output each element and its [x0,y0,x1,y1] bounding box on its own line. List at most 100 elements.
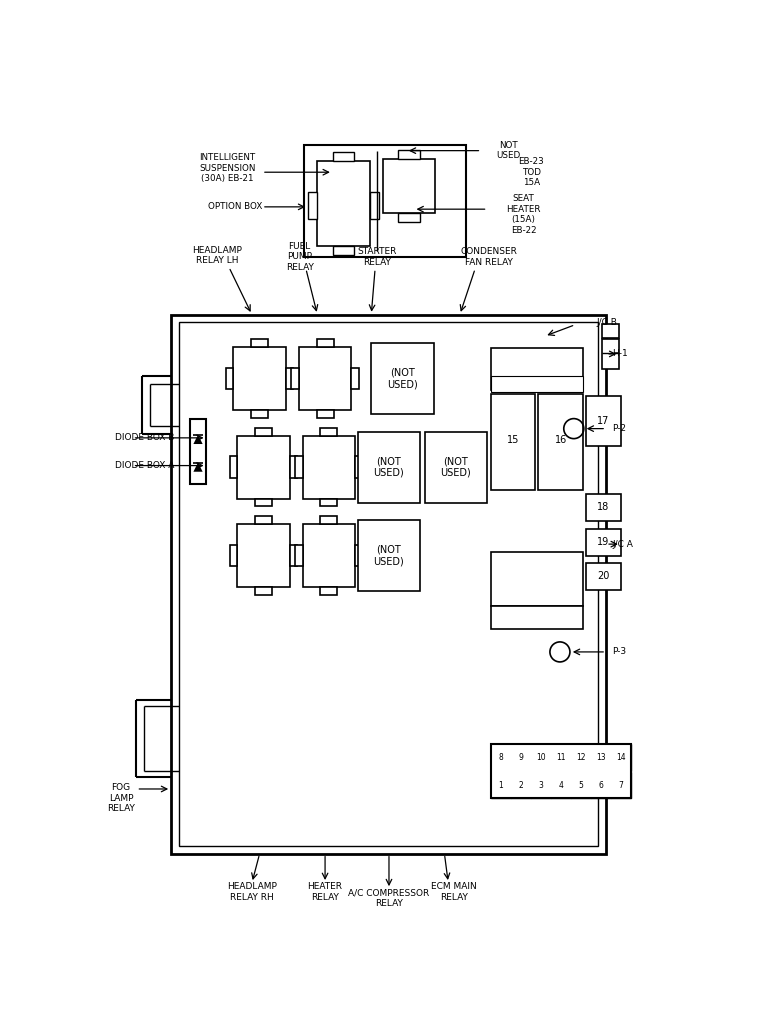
Text: (NOT
USED): (NOT USED) [373,456,405,477]
Bar [320,499,337,506]
Bar [320,587,337,595]
Bar [255,499,272,506]
Text: (NOT
USED): (NOT USED) [441,456,472,477]
Bar [425,432,487,503]
Bar [230,456,237,477]
Bar [237,524,290,587]
Bar [511,744,531,771]
Text: FUEL
PUMP
RELAY: FUEL PUMP RELAY [286,242,313,272]
Bar [333,152,354,162]
Bar [237,436,290,499]
Bar [230,545,237,566]
Bar [291,367,299,389]
Bar [491,377,583,392]
Text: EB-23
TOD
15A: EB-23 TOD 15A [518,158,545,187]
Bar [358,432,420,503]
Bar [308,192,317,219]
Text: HEATER
RELAY: HEATER RELAY [307,883,343,902]
Bar [538,394,583,491]
Text: 16: 16 [554,435,567,445]
Bar [290,456,297,477]
Text: 18: 18 [597,502,609,512]
Bar [303,436,355,499]
Bar [591,744,611,771]
Text: 2: 2 [518,781,523,790]
Bar [611,772,631,798]
Bar [611,744,631,771]
Bar [491,744,631,798]
Bar [355,456,362,477]
Bar [316,339,333,347]
Bar [551,744,571,771]
Bar [351,367,359,389]
Text: NOT
USED: NOT USED [496,140,521,161]
Bar [251,339,268,347]
Bar [586,563,621,590]
Bar [551,772,571,798]
Bar [286,367,293,389]
Text: 5: 5 [578,781,583,790]
Text: 10: 10 [536,753,545,761]
Bar [591,772,611,798]
Bar [316,410,333,417]
Bar [251,410,268,417]
Bar [358,520,420,591]
Text: 8: 8 [498,753,503,761]
Bar [190,419,207,485]
Text: ECM MAIN
RELAY: ECM MAIN RELAY [431,883,476,902]
Bar [255,516,272,524]
Bar [399,213,420,222]
Text: 20: 20 [597,571,609,581]
Bar [491,394,535,491]
Text: H-1: H-1 [612,349,628,358]
Bar [255,428,272,436]
Text: HEADLAMP
RELAY RH: HEADLAMP RELAY RH [227,883,276,902]
Bar [303,524,355,587]
Text: J/C B: J/C B [597,318,617,327]
Bar [491,744,511,771]
Bar [320,428,337,436]
Text: 4: 4 [558,781,563,790]
Bar [171,315,606,854]
Bar [179,323,598,846]
Bar [571,744,591,771]
Text: 3: 3 [538,781,543,790]
Polygon shape [194,462,203,471]
Bar [226,367,233,389]
Bar [531,744,551,771]
Bar [571,772,591,798]
Bar [491,772,511,798]
Bar [255,587,272,595]
Text: (NOT
USED): (NOT USED) [373,545,405,566]
Bar [233,347,286,410]
Text: 7: 7 [618,781,623,790]
Text: P-2: P-2 [612,425,626,433]
Bar [333,246,354,256]
Text: A/C COMPRESSOR
RELAY: A/C COMPRESSOR RELAY [349,889,429,908]
Bar [531,772,551,798]
Bar [586,528,621,556]
Bar [317,162,369,246]
Bar [295,456,303,477]
Bar [295,545,303,566]
Text: 11: 11 [556,753,565,761]
Text: SEAT
HEATER
(15A)
EB-22: SEAT HEATER (15A) EB-22 [506,194,541,235]
Text: DIODE BOX B: DIODE BOX B [115,434,174,443]
Bar [304,146,466,257]
Text: CONDENSER
FAN RELAY: CONDENSER FAN RELAY [461,247,518,267]
Text: 19: 19 [597,536,609,547]
Bar [602,324,619,338]
Text: 12: 12 [576,753,585,761]
Text: DIODE BOX A: DIODE BOX A [115,461,174,470]
Text: (NOT
USED): (NOT USED) [387,367,418,389]
Bar [511,772,531,798]
Bar [320,516,337,524]
Text: 17: 17 [597,416,609,426]
Text: 13: 13 [596,753,605,761]
Bar [602,339,619,369]
Bar [382,159,435,213]
Text: P-3: P-3 [612,647,627,657]
Bar [299,347,351,410]
Bar [491,348,583,390]
Text: OPTION BOX: OPTION BOX [208,203,262,212]
